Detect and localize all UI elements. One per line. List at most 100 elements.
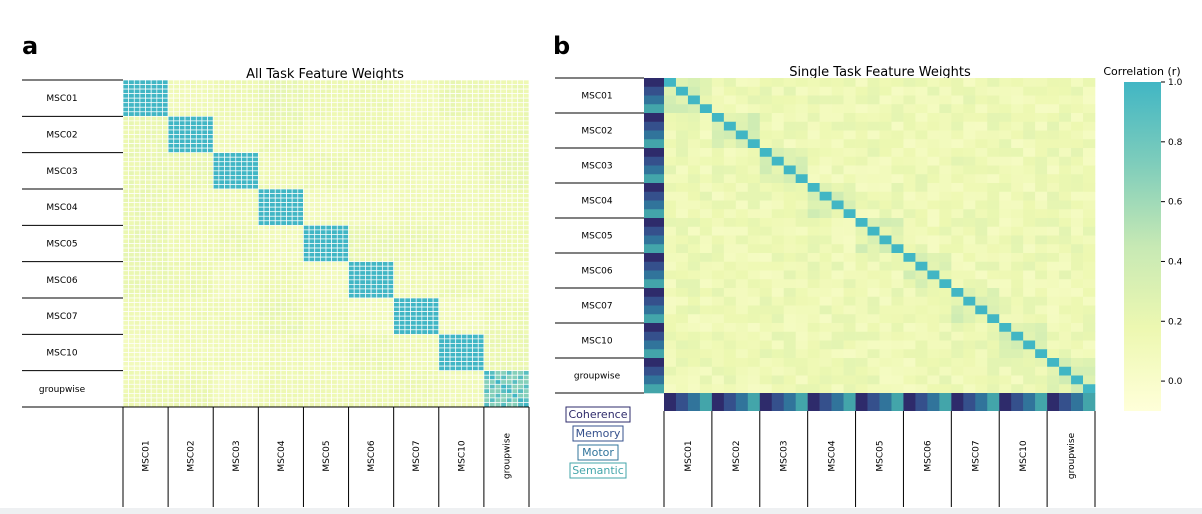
- heatmap-cell: [432, 252, 440, 258]
- heatmap-cell: [449, 129, 457, 135]
- heatmap-cell: [145, 261, 152, 267]
- heatmap-cell: [438, 324, 445, 331]
- heatmap-cell: [218, 152, 225, 158]
- heatmap-cell: [415, 93, 423, 99]
- heatmap-cell: [235, 120, 242, 126]
- heatmap-cell: [269, 120, 276, 126]
- heatmap-cell: [410, 343, 417, 349]
- heatmap-cell: [280, 324, 287, 331]
- heatmap-cell: [314, 306, 321, 312]
- heatmap-cell: [365, 261, 372, 267]
- heatmap-cell: [320, 265, 327, 272]
- heatmap-cell: [483, 383, 490, 390]
- heatmap-cell: [257, 293, 265, 299]
- heatmap-cell: [415, 220, 423, 226]
- heatmap-cell: [511, 256, 519, 263]
- heatmap-cell: [229, 324, 237, 331]
- heatmap-cell: [150, 224, 158, 231]
- heatmap-cell: [280, 383, 287, 390]
- heatmap-cell: [336, 315, 344, 322]
- heatmap-cell: [353, 179, 361, 185]
- heatmap-cell: [382, 197, 389, 203]
- heatmap-cell: [184, 270, 192, 276]
- heatmap-cell: [410, 111, 417, 117]
- heatmap-cell: [314, 84, 321, 90]
- heatmap-cell: [241, 215, 248, 222]
- heatmap-cell: [274, 129, 282, 135]
- heatmap-cell: [404, 347, 411, 353]
- heatmap-cell: [257, 311, 265, 317]
- heatmap-cell: [370, 79, 378, 85]
- heatmap-cell: [393, 365, 400, 372]
- heatmap-cell: [320, 211, 327, 217]
- heatmap-cell: [280, 143, 287, 149]
- heatmap-cell: [342, 247, 349, 253]
- heatmap-cell: [449, 97, 457, 104]
- heatmap-cell: [303, 143, 310, 149]
- heatmap-cell: [466, 370, 473, 376]
- heatmap-cell: [336, 229, 344, 235]
- heatmap-cell: [297, 143, 304, 149]
- heatmap-cell: [449, 211, 457, 217]
- heatmap-cell: [466, 261, 473, 267]
- heatmap-cell: [370, 143, 378, 149]
- heatmap-cell: [156, 138, 163, 144]
- heatmap-cell: [286, 120, 293, 126]
- heatmap-cell: [308, 252, 316, 258]
- heatmap-cell: [207, 229, 214, 235]
- heatmap-cell: [483, 220, 490, 226]
- heatmap-cell: [460, 315, 468, 322]
- heatmap-cell: [229, 115, 237, 122]
- heatmap-cell: [427, 247, 434, 253]
- heatmap-cell: [246, 88, 254, 94]
- heatmap-cell: [500, 343, 507, 349]
- heatmap-cell: [308, 352, 316, 358]
- heatmap-cell: [167, 365, 175, 372]
- heatmap-cell: [444, 234, 451, 240]
- heatmap-cell: [511, 147, 519, 154]
- heatmap-cell: [297, 343, 304, 349]
- heatmap-cell: [201, 143, 208, 149]
- heatmap-cell: [257, 197, 265, 203]
- heatmap-cell: [438, 179, 445, 185]
- heatmap-cell: [325, 333, 332, 340]
- heatmap-cell: [444, 202, 451, 208]
- heatmap-cell: [455, 93, 462, 99]
- heatmap-cell: [438, 197, 445, 203]
- heatmap-cell: [314, 247, 321, 253]
- heatmap-cell: [415, 270, 423, 276]
- heatmap-cell: [179, 370, 186, 376]
- heatmap-cell: [472, 252, 479, 258]
- heatmap-cell: [325, 138, 332, 144]
- heatmap-cell: [382, 311, 389, 317]
- heatmap-cell: [190, 347, 197, 353]
- heatmap-cell: [472, 365, 479, 372]
- heatmap-cell: [410, 365, 417, 372]
- heatmap-cell: [167, 252, 175, 258]
- heatmap-cell: [184, 356, 192, 362]
- heatmap-cell: [150, 147, 158, 154]
- heatmap-cell: [466, 170, 473, 176]
- heatmap-cell: [297, 134, 304, 140]
- heatmap-cell: [212, 170, 220, 176]
- heatmap-cell: [162, 302, 169, 308]
- heatmap-cell: [438, 224, 445, 231]
- heatmap-cell: [494, 234, 502, 240]
- heatmap-cell: [314, 370, 321, 376]
- heatmap-cell: [353, 147, 361, 154]
- heatmap-cell: [139, 234, 146, 240]
- heatmap-cell: [506, 125, 513, 131]
- heatmap-cell: [212, 279, 220, 285]
- heatmap-cell: [162, 111, 169, 117]
- heatmap-cell: [229, 288, 237, 294]
- heatmap-cell: [376, 279, 383, 285]
- heatmap-cell: [314, 93, 321, 99]
- heatmap-cell: [494, 111, 502, 117]
- heatmap-cell: [133, 338, 141, 344]
- heatmap-cell: [410, 297, 417, 303]
- heatmap-cell: [162, 188, 169, 194]
- heatmap-cell: [444, 365, 451, 372]
- heatmap-cell: [269, 220, 276, 226]
- heatmap-cell: [415, 356, 423, 362]
- heatmap-cell: [167, 293, 175, 299]
